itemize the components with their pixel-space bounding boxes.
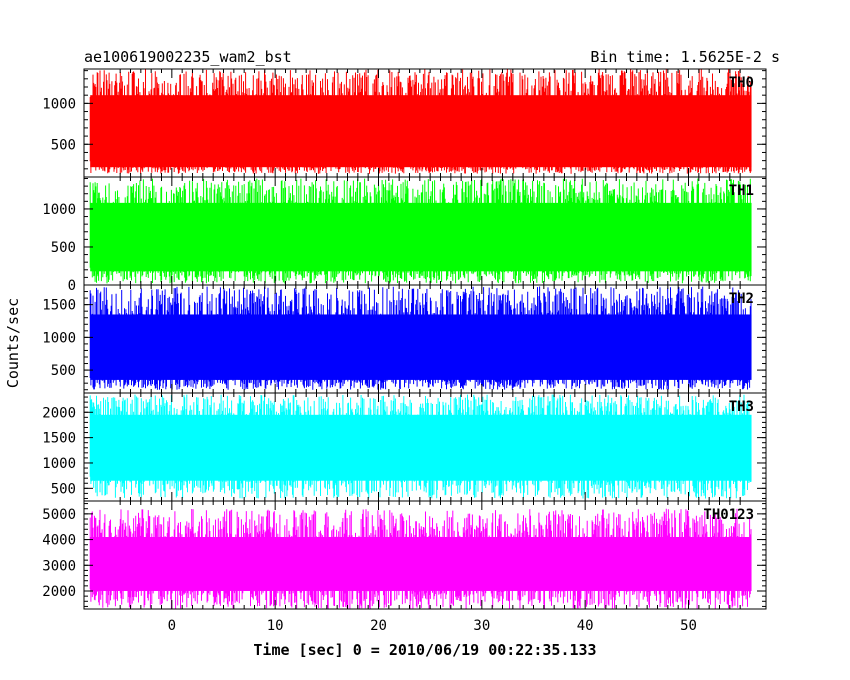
panel-label-th0: TH0 [729,75,754,91]
series-line-th0123 [89,508,752,609]
y-axis-label: Counts/sec [4,298,22,388]
panel-th0: 500 1000 TH0 [42,68,767,178]
x-tick-label: 0 [168,618,176,634]
series-line-th2 [89,286,752,390]
x-tick-label: 10 [267,618,284,634]
y-tick-label: 1000 [42,456,76,472]
panel-label-th1: TH1 [729,183,754,199]
y-tick-label: 1000 [42,202,76,218]
x-tick-label: 30 [473,618,490,634]
x-tick-label: 50 [680,618,697,634]
y-tick-label: 1500 [42,298,76,314]
series-line-th3 [89,394,752,499]
y-tick-label: 500 [51,363,76,379]
y-tick-label: 2000 [42,584,76,600]
x-tick-label: 20 [370,618,387,634]
y-tick-label: 1500 [42,431,76,447]
panel-th3: 500 1000 1500 2000 TH3 [42,392,767,502]
y-tick-label: 500 [51,481,76,497]
panel-th2: 500 1000 1500 TH2 [42,284,767,394]
y-tick-label: 4000 [42,533,76,549]
y-tick-label: 2000 [42,405,76,421]
chart-title-left: ae100619002235_wam2_bst [84,48,292,66]
chart-title-right: Bin time: 1.5625E-2 s [590,48,780,66]
panel-label-th2: TH2 [729,291,754,307]
y-tick-label: 500 [51,137,76,153]
y-tick-label: 1000 [42,96,76,112]
panel-th1: 0 500 1000 TH1 [42,176,767,294]
y-tick-label: 1000 [42,330,76,346]
y-tick-label: 500 [51,240,76,256]
series-line-th1 [89,178,752,284]
y-tick-label: 5000 [42,507,76,523]
y-tick-label: 0 [68,278,76,294]
panel-label-th0123: TH0123 [703,507,754,523]
series-line-th0 [89,69,752,174]
y-tick-label: 3000 [42,558,76,574]
panel-label-th3: TH3 [729,399,754,415]
x-tick-label: 40 [577,618,594,634]
x-axis-label: Time [sec] 0 = 2010/06/19 00:22:35.133 [253,641,596,659]
panel-th0123: 2000 3000 4000 5000 TH0123 [42,500,767,610]
